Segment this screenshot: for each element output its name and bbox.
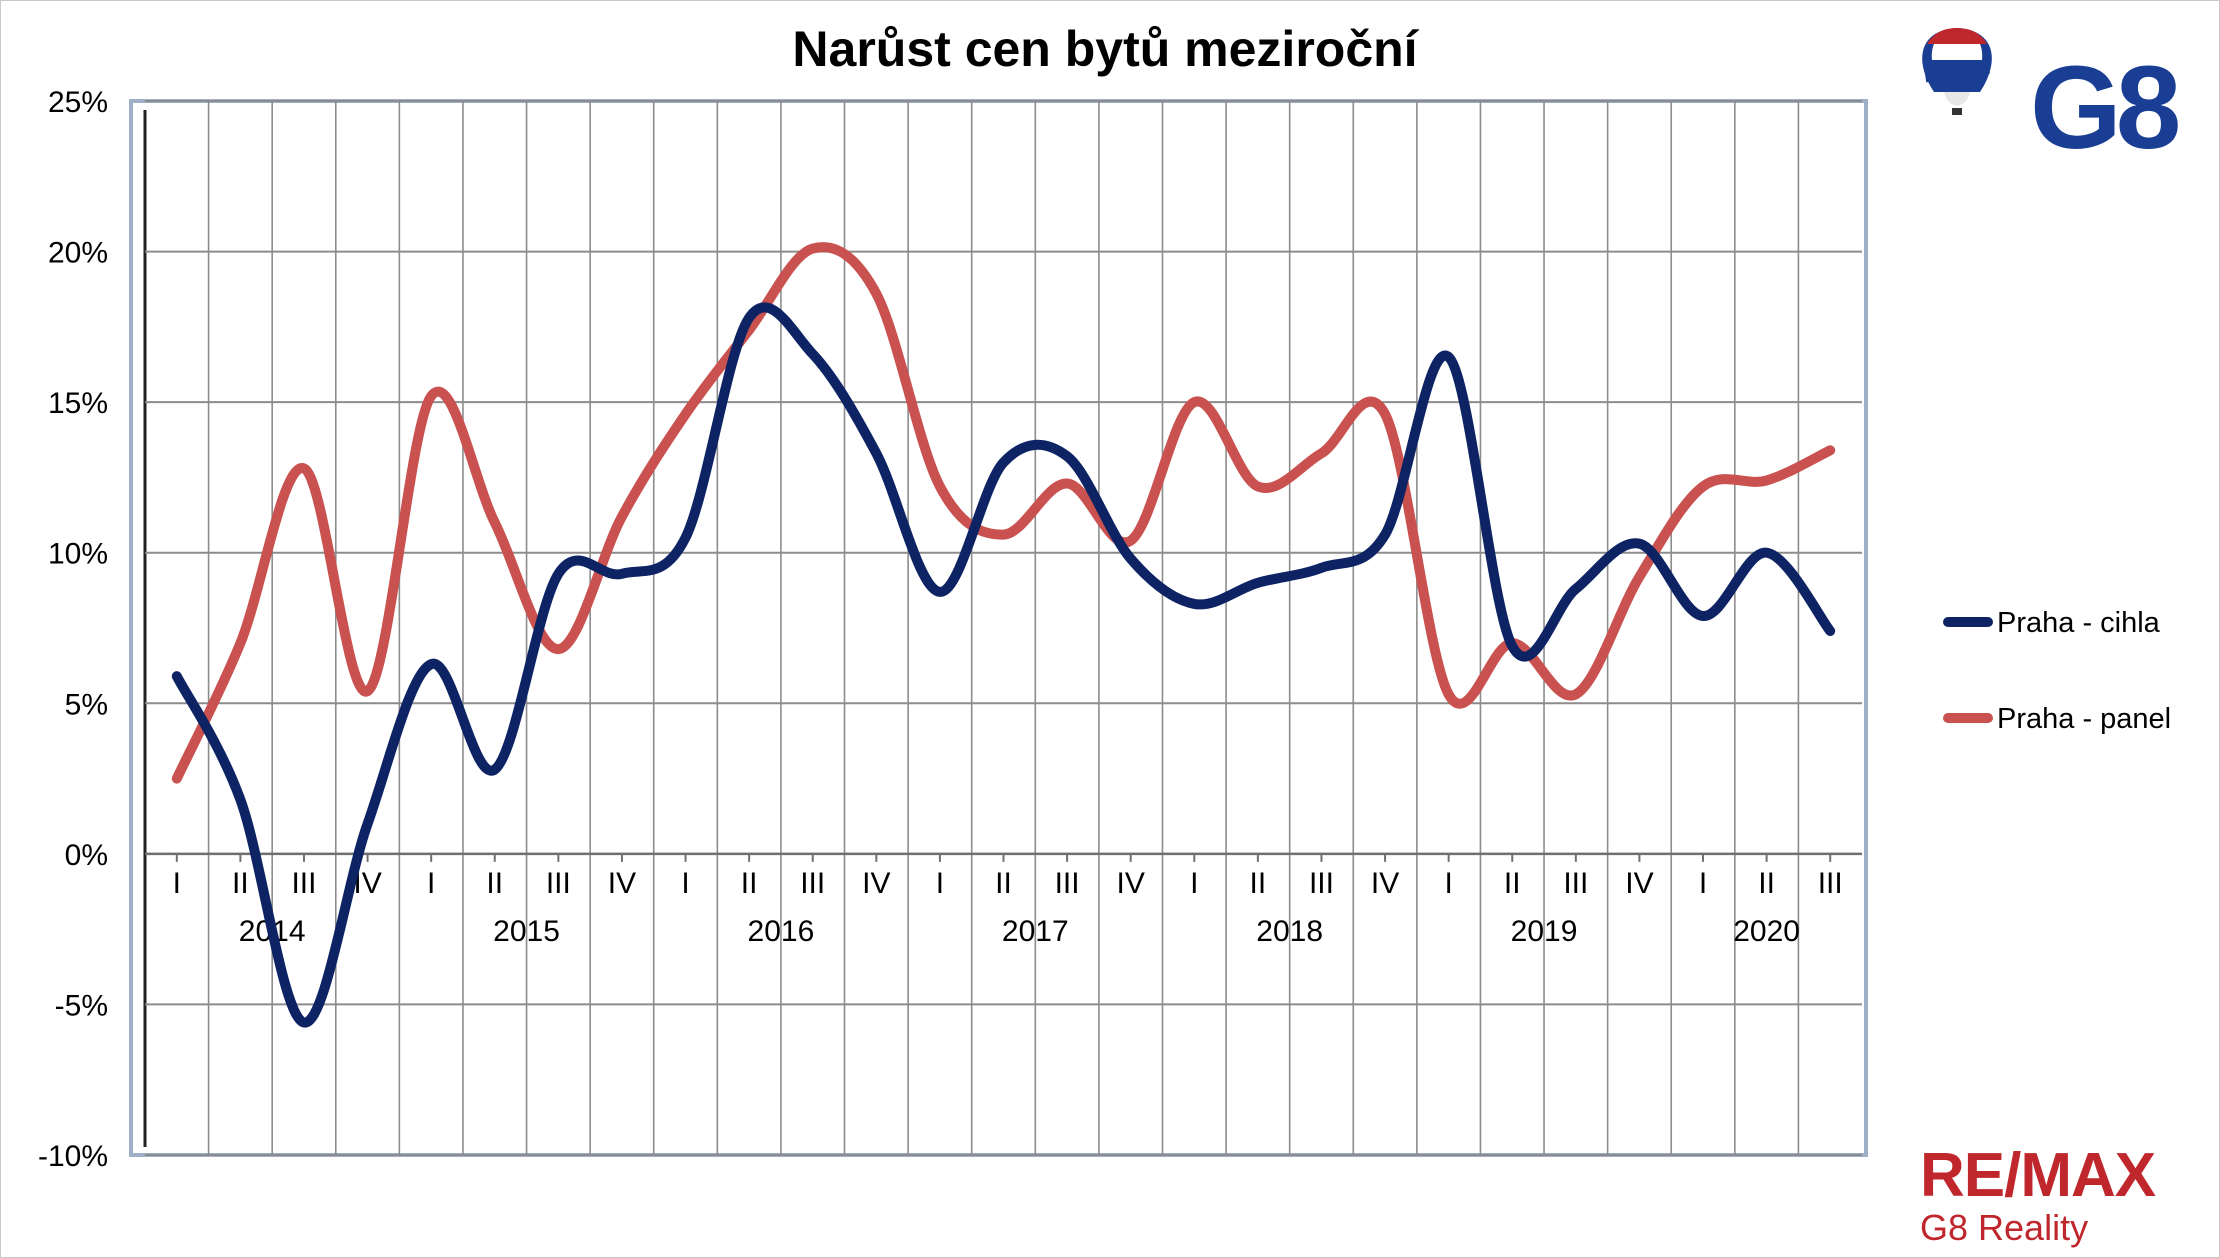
x-tick-label-quarter: III — [1818, 867, 1843, 900]
series-layer — [171, 242, 1836, 1028]
remax-wordmark: RE/MAX — [1920, 1141, 2156, 1210]
y-tick-label: 10% — [48, 538, 108, 571]
grid-layer — [145, 100, 1862, 1156]
x-tick-label-quarter: I — [427, 867, 435, 900]
x-tick-label-year: 2019 — [1511, 915, 1578, 948]
x-tick-label-quarter: IV — [862, 867, 890, 900]
x-tick-label-quarter: I — [681, 867, 689, 900]
remax-g8-reality-logo: RE/MAX G8 Reality — [1920, 1141, 2157, 1248]
x-tick-label-quarter: IV — [1371, 867, 1399, 900]
x-tick-label-quarter: III — [1055, 867, 1080, 900]
y-tick-label: 25% — [48, 86, 108, 119]
legend-label-praha-panel: Praha - panel — [1997, 703, 2171, 735]
x-tick-label-quarter: III — [546, 867, 571, 900]
remax-subtitle: G8 Reality — [1920, 1207, 2088, 1248]
y-tick-label: 20% — [48, 237, 108, 270]
x-tick-label-quarter: I — [173, 867, 181, 900]
x-tick-label-quarter: II — [486, 867, 503, 900]
x-tick-label-quarter: III — [291, 867, 316, 900]
x-tick-label-quarter: I — [1699, 867, 1707, 900]
remax-balloon-icon: RE/MAX — [1922, 28, 1992, 115]
legend: Praha - cihla Praha - panel — [1943, 607, 2171, 735]
x-tick-label-year: 2017 — [1002, 915, 1069, 948]
x-tick-label-quarter: II — [232, 867, 249, 900]
x-tick-label-quarter: IV — [1625, 867, 1653, 900]
x-tick-label-year: 2018 — [1256, 915, 1323, 948]
x-tick-label-quarter: II — [1758, 867, 1775, 900]
x-tick-label-year: 2016 — [748, 915, 815, 948]
series-line-praha-cihla — [171, 302, 1836, 1028]
chart-title: Narůst cen bytů meziroční — [792, 21, 1419, 77]
legend-label-praha-cihla: Praha - cihla — [1997, 607, 2161, 639]
g8-wordmark: G8 — [2030, 42, 2178, 174]
x-tick-label-quarter: II — [1250, 867, 1267, 900]
y-tick-label: -10% — [38, 1140, 108, 1173]
x-tick-label-quarter: III — [800, 867, 825, 900]
y-tick-label: 15% — [48, 387, 108, 420]
x-tick-label-quarter: II — [1504, 867, 1521, 900]
y-tick-label: 0% — [65, 839, 108, 872]
x-tick-label-quarter: II — [741, 867, 758, 900]
x-tick-label-quarter: I — [1444, 867, 1452, 900]
x-tick-label-year: 2020 — [1733, 915, 1800, 948]
legend-entry-praha-panel: Praha - panel — [1943, 703, 2171, 735]
x-tick-label-quarter: III — [1309, 867, 1334, 900]
remax-g8-logo: RE/MAX G8 — [1922, 28, 2184, 174]
y-tick-label: -5% — [55, 989, 108, 1022]
x-tick-label-quarter: IV — [1117, 867, 1145, 900]
x-tick-label-quarter: III — [1563, 867, 1588, 900]
x-tick-label-quarter: II — [995, 867, 1012, 900]
y-tick-label: 5% — [65, 688, 108, 721]
y-axis-ticks: 25% 20% 15% 10% 5% 0% -5% -10% — [38, 86, 108, 1173]
legend-entry-praha-cihla: Praha - cihla — [1943, 607, 2161, 639]
x-tick-label-quarter: I — [1190, 867, 1198, 900]
x-tick-label-year: 2015 — [493, 915, 560, 948]
x-tick-label-quarter: I — [936, 867, 944, 900]
x-tick-label-quarter: IV — [608, 867, 636, 900]
